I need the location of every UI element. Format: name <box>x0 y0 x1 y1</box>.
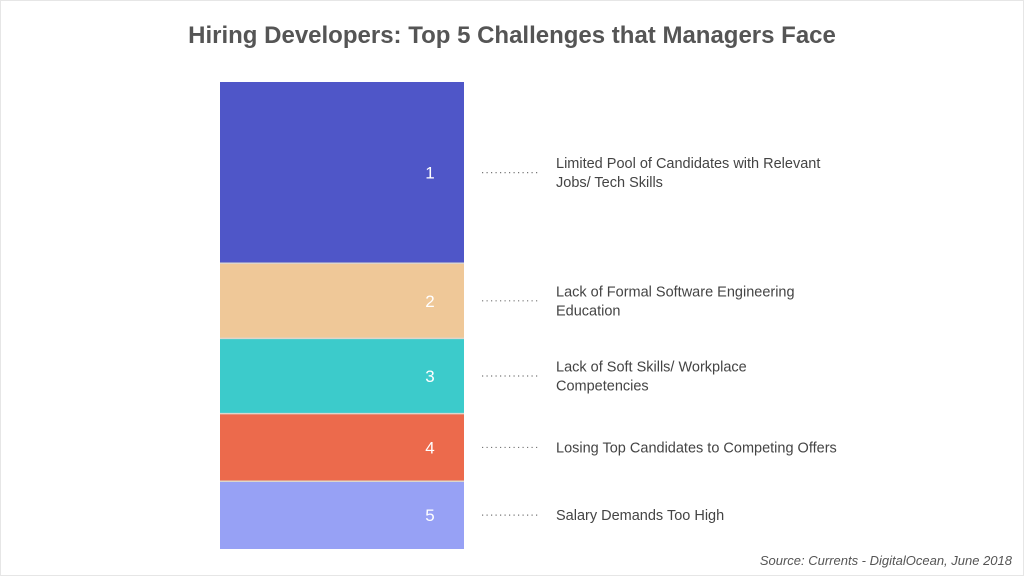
bar-segment-3 <box>220 338 464 414</box>
rank-label-5: 5 <box>425 506 434 525</box>
rank-label-3: 3 <box>425 367 434 386</box>
challenge-label-1: Limited Pool of Candidates with Relevant… <box>556 156 820 191</box>
challenge-label-2: Lack of Formal Software Engineering Educa… <box>556 284 795 319</box>
challenge-label-5: Salary Demands Too High <box>556 508 724 524</box>
rank-label-4: 4 <box>425 438 434 457</box>
challenge-label-4: Losing Top Candidates to Competing Offer… <box>556 440 837 456</box>
bar-segment-2 <box>220 263 464 339</box>
rank-label-2: 2 <box>425 292 434 311</box>
bar-segment-1 <box>220 82 464 264</box>
source-note: Source: Currents - DigitalOcean, June 20… <box>759 553 1012 568</box>
chart-title: Hiring Developers: Top 5 Challenges that… <box>188 22 836 49</box>
rank-label-1: 1 <box>425 164 434 183</box>
bar-segment-4 <box>220 413 464 482</box>
bar-segment-5 <box>220 481 464 549</box>
challenge-label-3: Lack of Soft Skills/ Workplace Competenci… <box>556 359 747 394</box>
